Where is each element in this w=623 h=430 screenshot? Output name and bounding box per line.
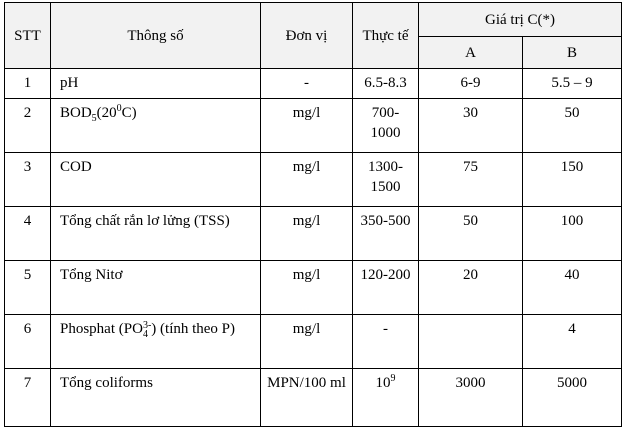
table-row: 7 Tổng coliforms MPN/100 ml 109 3000 5000 <box>4 368 623 427</box>
table-row: 2 BOD5(200C) mg/l 700-1000 30 50 <box>4 98 623 153</box>
header-cell: B <box>521 36 623 69</box>
text: C) <box>121 105 137 121</box>
table-cell: 100 <box>521 206 623 261</box>
table-cell: 1 <box>4 68 51 99</box>
table-cell: 20 <box>418 260 523 315</box>
table-cell: 4 <box>4 206 51 261</box>
table-cell: 50 <box>521 98 623 153</box>
table-cell: Tổng chất rắn lơ lửng (TSS) <box>50 206 261 261</box>
table-cell: mg/l <box>260 152 353 207</box>
table-row: 4 Tổng chất rắn lơ lửng (TSS) mg/l 350-500 5… <box>4 206 623 261</box>
table-cell: 75 <box>418 152 523 207</box>
table-row: 1 pH -6.5-8.3 6-9 5.5 – 9 <box>4 68 623 99</box>
table-cell: mg/l <box>260 98 353 153</box>
superscript: 3- <box>142 319 152 331</box>
text: BOD <box>60 105 92 121</box>
table-cell: 5.5 – 9 <box>521 68 623 99</box>
table-row: 6 Phosphat (PO 3- 4) (tính theo P) mg/l -4 <box>4 314 623 369</box>
table-cell: - <box>260 68 353 99</box>
table-cell: 40 <box>521 260 623 315</box>
table-cell: 150 <box>521 152 623 207</box>
table-cell: MPN/100 ml <box>260 368 353 427</box>
table-cell: 4 <box>521 314 623 369</box>
header-cell: Thực tế <box>352 2 419 69</box>
table-cell: COD <box>50 152 261 207</box>
subscript: 4 <box>142 328 148 340</box>
table-cell: 6-9 <box>418 68 523 99</box>
superscript: 9 <box>390 373 396 384</box>
table-cell: mg/l <box>260 314 353 369</box>
table-cell: mg/l <box>260 260 353 315</box>
superscript: 0 <box>116 103 122 114</box>
data-table: STT Thông số Đơn vị Thực tế Giá trị C(*)… <box>4 2 623 427</box>
table-cell: 109 <box>352 368 419 427</box>
sub-sup: 3- 4 <box>142 319 152 340</box>
table-cell: 6 <box>4 314 51 369</box>
table-cell: 3000 <box>418 368 523 427</box>
table-cell: 3 <box>4 152 51 207</box>
header-cell: A <box>418 36 523 69</box>
table-cell: 5 <box>4 260 51 315</box>
header-cell: STT <box>4 2 51 69</box>
table-cell: mg/l <box>260 206 353 261</box>
header-cell: Đơn vị <box>260 2 353 69</box>
table-cell: Phosphat (PO 3- 4) (tính theo P) <box>50 314 261 369</box>
table-cell: 50 <box>418 206 523 261</box>
table-cell: pH <box>50 68 261 99</box>
table-cell: 700-1000 <box>352 98 419 153</box>
table-cell: - <box>352 314 419 369</box>
table-cell: 6.5-8.3 <box>352 68 419 99</box>
table-cell: BOD5(200C) <box>50 98 261 153</box>
text: 10 <box>375 375 391 391</box>
table-row: 3 COD mg/l 1300-1500 75 150 <box>4 152 623 207</box>
table-cell: Tổng Nitơ <box>50 260 261 315</box>
subscript: 5 <box>91 113 97 124</box>
table-cell: 5000 <box>521 368 623 427</box>
table-body: 1 pH -6.5-8.3 6-9 5.5 – 9 2 BOD5(200C) mg/l 700-… <box>4 68 623 427</box>
text: (20 <box>96 105 117 121</box>
table-cell: 350-500 <box>352 206 419 261</box>
table-cell <box>418 314 523 369</box>
table-cell: Tổng coliforms <box>50 368 261 427</box>
text: Phosphat (PO <box>60 321 143 337</box>
header-cell: Thông số <box>50 2 261 69</box>
table-cell: 2 <box>4 98 51 153</box>
table-cell: 7 <box>4 368 51 427</box>
table-cell: 30 <box>418 98 523 153</box>
table-cell: 120-200 <box>352 260 419 315</box>
header-cell: Giá trị C(*) <box>417 2 623 37</box>
table-cell: 1300-1500 <box>352 152 419 207</box>
table-row: 5 Tổng Nitơ mg/l 120-200 20 40 <box>4 260 623 315</box>
text: ) (tính theo P) <box>151 321 236 337</box>
